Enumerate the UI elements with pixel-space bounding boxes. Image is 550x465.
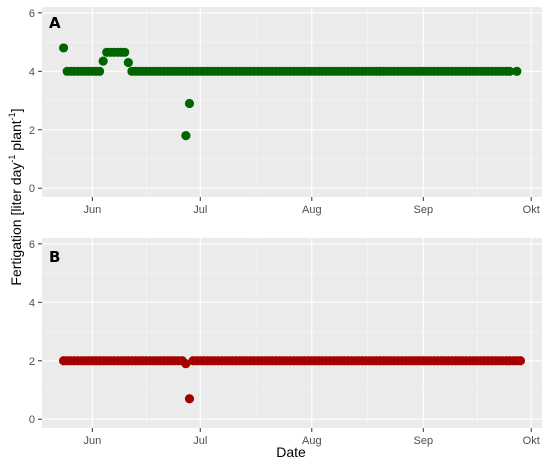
y-axis-title-exp1: -1: [7, 155, 17, 163]
y-axis-title-exp2: -1: [7, 112, 17, 120]
y-axis-title-close: ]: [8, 108, 24, 112]
x-axis-title: Date: [276, 444, 306, 460]
x-tick-label: Okt: [523, 204, 540, 216]
panel-b-letter: B: [49, 248, 60, 266]
panel-a-points: [58, 43, 522, 141]
panel-a-x-ticks: Jun Jul Aug Sep Okt: [83, 197, 540, 216]
data-point: [123, 57, 133, 68]
y-tick-label: 0: [29, 414, 35, 426]
data-point: [120, 47, 130, 57]
panel-a: 0 2 4 6 Jun Jul Aug Sep Okt A: [29, 7, 542, 216]
data-point: [181, 131, 191, 141]
data-point: [58, 43, 69, 53]
x-tick-label: Jun: [83, 435, 101, 447]
x-tick-label: Sep: [414, 435, 434, 447]
x-tick-label: Aug: [302, 435, 322, 447]
x-tick-label: Jul: [193, 435, 207, 447]
data-point: [181, 359, 191, 369]
panel-b: 0 2 4 6 Jun Jul Aug Sep Okt B: [29, 238, 542, 447]
y-tick-label: 6: [29, 239, 35, 251]
panel-b-background: [42, 238, 542, 428]
y-tick-label: 2: [29, 125, 35, 137]
x-tick-label: Sep: [414, 204, 434, 216]
x-tick-label: Aug: [302, 204, 322, 216]
y-tick-label: 4: [29, 66, 35, 78]
x-tick-label: Jul: [193, 204, 207, 216]
y-tick-label: 4: [29, 297, 35, 309]
panel-a-letter: A: [49, 14, 61, 32]
data-point: [94, 66, 105, 76]
x-tick-label: Okt: [523, 435, 540, 447]
y-tick-label: 6: [29, 8, 35, 20]
y-tick-label: 2: [29, 356, 35, 368]
panel-b-points: [58, 356, 526, 404]
panel-b-x-ticks: Jun Jul Aug Sep Okt: [83, 428, 540, 447]
y-axis-title-main: Fertigation [liter day: [8, 163, 24, 286]
y-axis-title-unit: plant: [8, 120, 24, 154]
y-tick-label: 0: [29, 183, 35, 195]
data-point: [515, 356, 526, 366]
panel-a-background: [42, 7, 542, 197]
x-tick-label: Jun: [83, 204, 101, 216]
data-point: [505, 66, 515, 76]
panel-b-y-ticks: 0 2 4 6: [29, 239, 42, 426]
data-point: [184, 98, 195, 109]
data-point: [184, 394, 195, 404]
data-point: [98, 56, 108, 66]
y-axis-title: Fertigation [liter day-1 plant-1]: [7, 108, 24, 285]
panel-a-y-ticks: 0 2 4 6: [29, 8, 42, 195]
data-point: [512, 66, 522, 76]
